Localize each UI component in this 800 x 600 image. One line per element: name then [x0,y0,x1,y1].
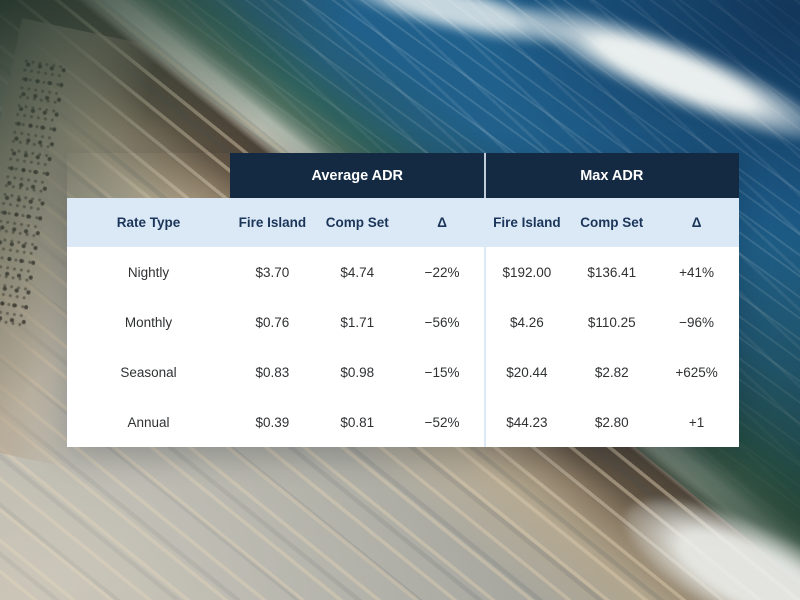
table-cell: $0.98 [340,364,375,380]
column-header-avg-delta: Δ [437,215,447,230]
group-header-average-adr: Average ADR [230,153,485,198]
group-divider-line [484,153,486,447]
table-cell: $4.26 [510,314,544,330]
column-header-rate-type: Rate Type [116,215,181,230]
adr-comparison-table: Average ADR Max ADR Rate Type Fire Islan… [67,153,739,447]
table-cell: $192.00 [502,264,552,280]
group-header-max-adr: Max ADR [484,153,739,198]
column-header-avg-comp-set: Comp Set [325,215,389,230]
table-row-seasonal: Seasonal $0.83 $0.98 −15% $20.44 $2.82 +… [67,347,739,397]
rate-type-cell: Seasonal [120,364,177,380]
column-header-max-comp-set: Comp Set [580,215,644,230]
table-cell: −56% [424,314,460,330]
table-cell: $2.80 [594,414,629,430]
table-cell: −52% [424,414,460,430]
rate-type-cell: Nightly [127,264,170,280]
table-cell: $0.81 [340,414,375,430]
table-cell: −15% [424,364,460,380]
table-cell: +625% [675,364,718,380]
group-header-row: Average ADR Max ADR [67,153,739,198]
rate-type-cell: Monthly [124,314,173,330]
table-cell: $3.70 [255,264,290,280]
table-cell: $110.25 [587,314,636,330]
column-header-row: Rate Type Fire Island Comp Set Δ Fire Is… [67,198,739,247]
table-cell: +41% [679,264,714,280]
table-cell: $0.76 [255,314,290,330]
table-cell: $136.41 [587,264,637,280]
group-header-spacer [67,153,230,198]
column-header-avg-fire-island: Fire Island [238,215,307,230]
table-cell: $4.74 [340,264,375,280]
rate-type-cell: Annual [127,414,170,430]
table-cell: $20.44 [506,364,548,380]
table-row-annual: Annual $0.39 $0.81 −52% $44.23 $2.80 +1 [67,397,739,447]
column-header-max-fire-island: Fire Island [493,215,561,230]
table-row-nightly: Nightly $3.70 $4.74 −22% $192.00 $136.41… [67,247,739,297]
column-header-max-delta: Δ [691,215,702,230]
table-cell: $0.39 [255,414,290,430]
table-cell: $1.71 [340,314,375,330]
table-row-monthly: Monthly $0.76 $1.71 −56% $4.26 $110.25 −… [67,297,739,347]
table-cell: $0.83 [255,364,290,380]
table-cell: −96% [679,314,714,330]
table-cell: −22% [424,264,460,280]
table-cell: +1 [688,414,705,430]
table-cell: $2.82 [594,364,629,380]
table-cell: $44.23 [506,414,548,430]
